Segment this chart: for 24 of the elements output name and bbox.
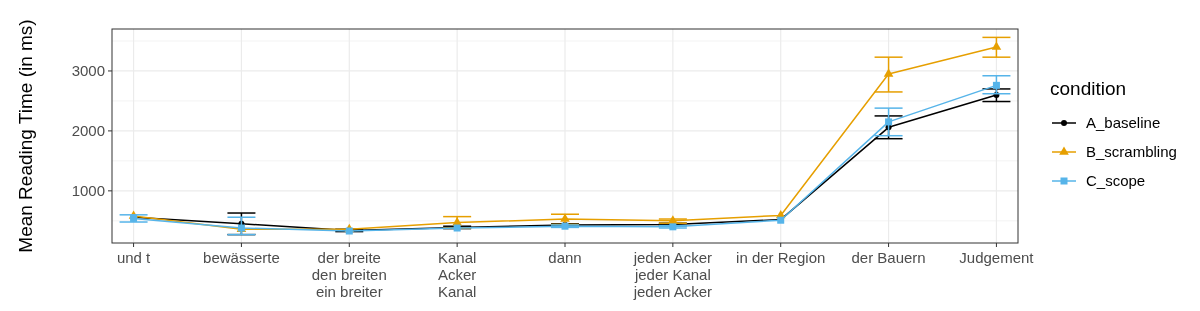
- x-tick-label: der breite den breiten ein breiter: [311, 249, 387, 300]
- x-tick-label: bewässerte: [203, 249, 280, 266]
- point: [883, 68, 894, 77]
- x-tick-label: jeden Acker jeder Kanal jeden Acker: [632, 249, 713, 300]
- point: [992, 81, 1000, 89]
- y-tick-label: 2000: [71, 122, 105, 140]
- point: [885, 118, 893, 126]
- point: [452, 217, 462, 226]
- legend-label: B_scrambling: [1086, 143, 1177, 161]
- y-axis-title: Mean Reading Time (in ms): [15, 19, 36, 253]
- x-tick-label: dann: [548, 249, 582, 266]
- legend-label: C_scope: [1086, 172, 1146, 190]
- x-tick-label: Kanal Acker Kanal: [437, 249, 477, 300]
- y-tick-label: 1000: [71, 182, 105, 200]
- y-tick-label: 3000: [71, 62, 105, 80]
- point: [668, 215, 678, 224]
- x-tick-label: und t: [116, 249, 152, 266]
- x-tick-label: Judgement: [959, 249, 1035, 266]
- legend-title: condition: [1050, 77, 1127, 99]
- point: [991, 41, 1002, 50]
- point: [560, 213, 570, 222]
- legend-label: A_baseline: [1086, 114, 1161, 132]
- x-tick-label: in der Region: [736, 249, 826, 266]
- x-tick-label: der Bauern: [851, 249, 926, 266]
